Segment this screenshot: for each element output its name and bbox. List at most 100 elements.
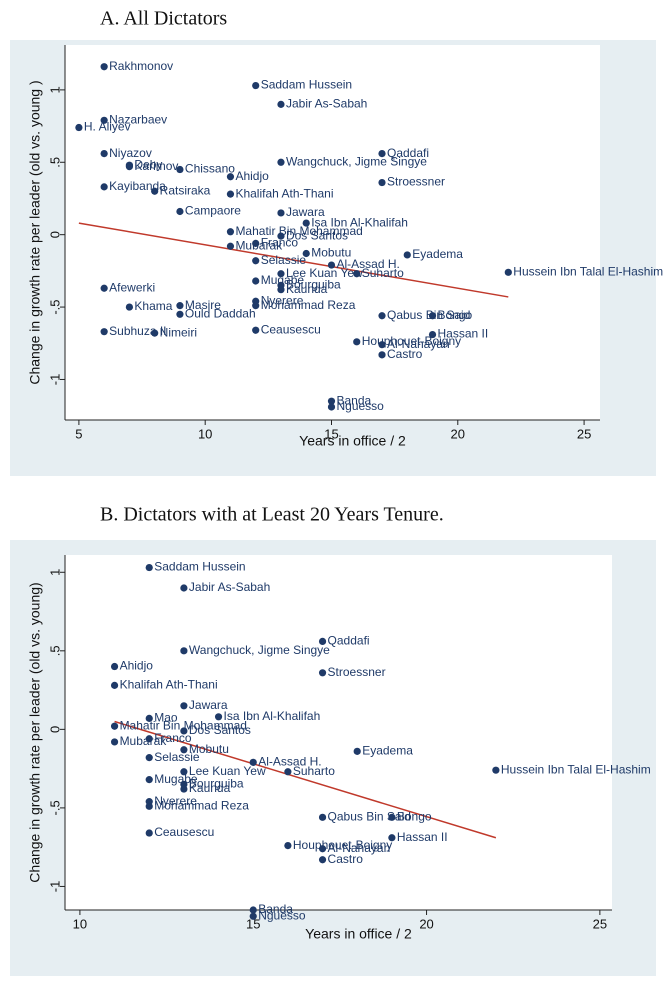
point-label: Nazarbaev bbox=[109, 112, 167, 126]
data-point bbox=[100, 284, 108, 292]
point-label: Mugabe bbox=[154, 772, 198, 786]
point-label: Afewerki bbox=[109, 280, 155, 294]
point-label: Banda bbox=[258, 902, 293, 916]
point-label: Saddam Hussein bbox=[261, 78, 352, 92]
point-label: Selassie bbox=[154, 750, 200, 764]
x-tick-label: 25 bbox=[593, 916, 607, 931]
point-label: Chissano bbox=[185, 162, 235, 176]
data-point bbox=[176, 310, 184, 318]
y-tick-label: -1 bbox=[47, 374, 62, 386]
point-label: Rakhmonov bbox=[109, 59, 173, 73]
point-label: Kaunda bbox=[286, 282, 328, 296]
data-point bbox=[100, 116, 108, 124]
data-point bbox=[226, 190, 235, 198]
point-label: Deby bbox=[134, 157, 162, 171]
point-label: Niyazov bbox=[109, 146, 152, 160]
data-point bbox=[151, 329, 159, 337]
point-label: Mobutu bbox=[189, 742, 229, 756]
x-tick-label: 10 bbox=[73, 916, 87, 931]
data-point bbox=[378, 341, 386, 349]
point-label: Ceausescu bbox=[261, 322, 321, 336]
point-label: Stroessner bbox=[328, 665, 386, 679]
data-point bbox=[145, 563, 153, 572]
point-label: Mahatir Bin Mohammad bbox=[235, 224, 362, 238]
y-tick-label: -.5 bbox=[47, 299, 62, 314]
data-point bbox=[214, 713, 223, 721]
point-label: Masire bbox=[185, 298, 221, 312]
data-point bbox=[327, 397, 336, 405]
point-label: Khama bbox=[134, 299, 172, 313]
fit-line bbox=[114, 720, 497, 839]
point-label: Kaunda bbox=[189, 781, 231, 795]
y-tick-label: -1 bbox=[47, 881, 62, 893]
data-point bbox=[318, 813, 327, 821]
y-tick-label: .5 bbox=[47, 157, 62, 168]
chart-title: A. All Dictators bbox=[100, 8, 227, 30]
plot-area bbox=[65, 45, 600, 420]
point-label: Isa Ibn Al-Khalifah bbox=[311, 215, 408, 229]
data-point bbox=[249, 758, 257, 766]
y-tick-label: 1 bbox=[47, 86, 62, 93]
point-label: Ceausescu bbox=[154, 825, 214, 839]
data-point bbox=[492, 766, 500, 774]
point-label: Ahidjo bbox=[120, 659, 154, 673]
point-label: Selassie bbox=[261, 253, 307, 267]
point-label: Saddam Hussein bbox=[154, 560, 245, 574]
y-axis-label: Change in growth rate per leader (old vs… bbox=[27, 582, 43, 882]
point-label: Suharto bbox=[293, 764, 335, 778]
data-point bbox=[176, 207, 184, 216]
data-point bbox=[353, 338, 361, 346]
data-point bbox=[428, 312, 437, 320]
point-label: Jawara bbox=[189, 698, 228, 712]
y-tick-label: 0 bbox=[47, 726, 62, 733]
data-point bbox=[145, 776, 153, 784]
point-label: Hassan II bbox=[438, 327, 489, 341]
point-label: Al-Nahayan bbox=[328, 841, 391, 855]
data-point bbox=[125, 303, 134, 311]
point-label: Mobutu bbox=[311, 246, 351, 260]
point-label: Bongo bbox=[438, 308, 473, 322]
data-point bbox=[145, 802, 153, 810]
data-point bbox=[318, 637, 327, 645]
data-point bbox=[100, 63, 108, 71]
data-point bbox=[302, 249, 310, 258]
data-point bbox=[180, 584, 188, 592]
point-label: Eyadema bbox=[412, 247, 463, 261]
x-tick-label: 15 bbox=[246, 916, 260, 931]
point-label: Castro bbox=[387, 347, 423, 361]
plot-area bbox=[65, 555, 612, 910]
data-point bbox=[284, 768, 292, 776]
data-point bbox=[180, 647, 188, 655]
x-tick-label: 20 bbox=[419, 916, 433, 931]
y-tick-label: 0 bbox=[47, 231, 62, 238]
point-label: Al-Nahayan bbox=[387, 337, 450, 351]
data-point bbox=[145, 829, 153, 837]
point-label: Dos Santos bbox=[189, 723, 251, 737]
point-label: Mahatir Bin Mohammad bbox=[120, 718, 247, 732]
point-label: Houphouet-Boigny bbox=[293, 838, 392, 852]
data-point bbox=[180, 727, 188, 735]
point-label: Lee Kuan Yew bbox=[189, 764, 266, 778]
data-point bbox=[277, 286, 285, 294]
data-point bbox=[176, 165, 184, 174]
point-label: Nyerere bbox=[261, 293, 304, 307]
data-point bbox=[110, 722, 119, 730]
point-label: Hussein Ibn Talal El-Hashim bbox=[513, 264, 663, 278]
data-point bbox=[151, 187, 159, 195]
point-label: Franco bbox=[154, 731, 192, 745]
point-label: Franco bbox=[261, 236, 299, 250]
data-point bbox=[100, 149, 108, 158]
x-tick-label: 15 bbox=[324, 426, 338, 441]
data-point bbox=[110, 662, 119, 671]
chart-title: B. Dictators with at Least 20 Years Tenu… bbox=[100, 504, 444, 526]
point-label: Banda bbox=[336, 393, 371, 407]
data-point bbox=[403, 251, 411, 259]
y-tick-label: 1 bbox=[47, 569, 62, 576]
x-tick-label: 5 bbox=[75, 426, 82, 441]
data-point bbox=[327, 261, 336, 269]
point-label: Jawara bbox=[286, 205, 325, 219]
data-point bbox=[388, 834, 396, 842]
data-point bbox=[353, 747, 361, 755]
point-label: Hussein Ibn Talal El-Hashim bbox=[501, 762, 651, 776]
point-label: Mao bbox=[154, 711, 178, 725]
